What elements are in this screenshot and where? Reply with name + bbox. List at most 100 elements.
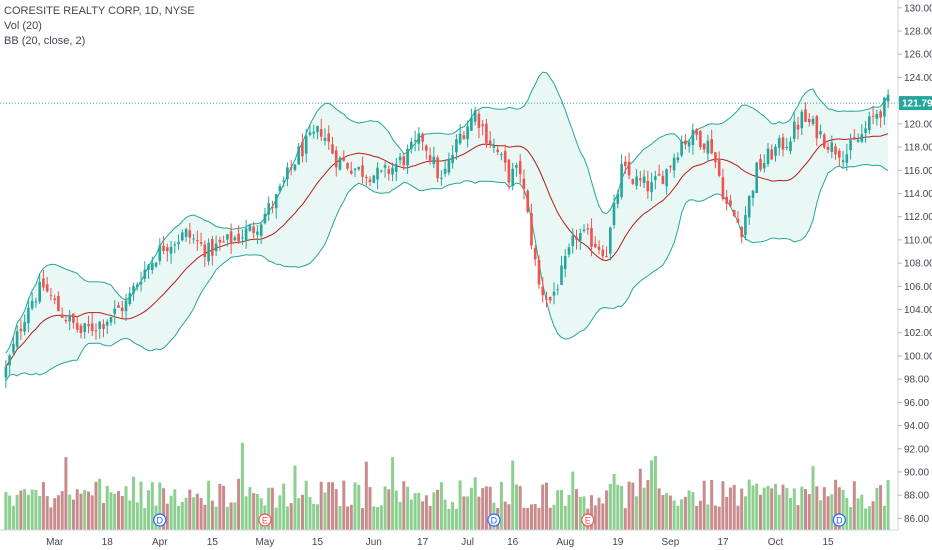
candle-body (710, 139, 713, 154)
candle-body (447, 158, 451, 173)
candle-body (762, 163, 766, 169)
time-axis-label: 15 (822, 537, 834, 548)
candle-body (706, 140, 710, 154)
time-axis-label: Jul (461, 537, 474, 548)
volume-bar (19, 490, 23, 530)
candle-body (515, 165, 518, 168)
candle-body (436, 157, 439, 179)
candle-body (30, 300, 34, 309)
candle-body (691, 129, 695, 145)
candle-body (507, 159, 511, 183)
candle-body (699, 130, 702, 147)
volume-bar (338, 506, 342, 530)
volume-bar (436, 489, 440, 530)
volume-bar (402, 481, 406, 530)
volume-bar (578, 496, 582, 530)
volume-bar (552, 504, 556, 530)
volume-bar (646, 480, 650, 530)
time-axis-label: 15 (312, 537, 324, 548)
volume-bar (417, 492, 421, 530)
candle-body (334, 150, 338, 168)
candle-body (601, 249, 605, 257)
volume-bar (537, 507, 541, 530)
candle-body (421, 133, 424, 142)
volume-bar (23, 489, 27, 530)
candle-body (8, 355, 11, 366)
time-axis-label: 19 (612, 537, 624, 548)
candle-body (522, 178, 526, 189)
volume-bar (334, 489, 338, 530)
volume-bar (698, 500, 702, 530)
dividend-marker (487, 513, 501, 527)
candle-body (425, 145, 428, 151)
candle-body (181, 232, 184, 241)
dividend-marker-label: D (491, 516, 498, 526)
volume-bar (15, 494, 19, 530)
volume-bar (90, 495, 94, 530)
volume-bar (481, 488, 485, 530)
candle-body (417, 133, 421, 144)
candle-body (759, 158, 762, 170)
candle-body (473, 110, 477, 122)
candle-body (657, 173, 661, 176)
candle-body (597, 246, 601, 250)
candle-body (241, 237, 244, 239)
candle-body (177, 241, 180, 245)
price-axis-label: 114.00 (904, 189, 932, 200)
volume-bar (30, 489, 34, 530)
volume-bar (120, 496, 124, 530)
volume-bar (462, 496, 466, 530)
volume-bar (432, 492, 436, 530)
price-axis-label: 130.00 (904, 3, 932, 14)
time-axis-label: 18 (102, 537, 114, 548)
volume-bar (308, 497, 312, 530)
candle-body (627, 161, 631, 176)
price-axis-label: 112.00 (904, 212, 932, 223)
candle-body (173, 244, 177, 246)
volume-bar (184, 497, 188, 530)
candle-body (357, 166, 361, 170)
candle-body (736, 218, 740, 223)
candle-body (747, 195, 751, 218)
volume-bar (207, 480, 211, 530)
candle-body (259, 224, 263, 236)
candle-body (635, 176, 638, 186)
candle-body (158, 245, 162, 261)
candle-body (751, 190, 755, 198)
volume-bar (105, 485, 109, 530)
candle-body (883, 97, 886, 117)
candle-body (308, 132, 312, 135)
time-axis-label: 17 (417, 537, 429, 548)
candle-body (124, 300, 128, 312)
volume-bar (282, 483, 286, 530)
volume-bar (443, 499, 447, 530)
volume-bar (424, 495, 428, 530)
candle-body (34, 301, 38, 303)
volume-bar (631, 482, 635, 530)
price-axis-label: 90.00 (904, 467, 929, 478)
candle-body (376, 167, 379, 180)
candle-body (496, 149, 499, 152)
volume-bar (173, 489, 177, 530)
candle-body (661, 175, 665, 184)
volume-bar (68, 494, 72, 530)
candle-body (188, 230, 192, 238)
volume-bar (601, 503, 605, 530)
candle-body (387, 169, 391, 174)
volume-bar (661, 495, 665, 530)
candle-body (796, 124, 800, 130)
candle-body (642, 176, 646, 183)
candle-body (560, 265, 563, 285)
dividend-marker (153, 513, 167, 527)
volume-bar (199, 498, 203, 530)
candle-body (646, 180, 650, 192)
volume-bar (458, 480, 462, 530)
volume-bar (368, 487, 372, 530)
volume-bar (811, 466, 815, 530)
candle-body (669, 166, 672, 168)
volume-bar (102, 503, 105, 530)
candle-body (395, 163, 398, 172)
candle-body (455, 139, 458, 153)
volume-bar (383, 486, 387, 530)
